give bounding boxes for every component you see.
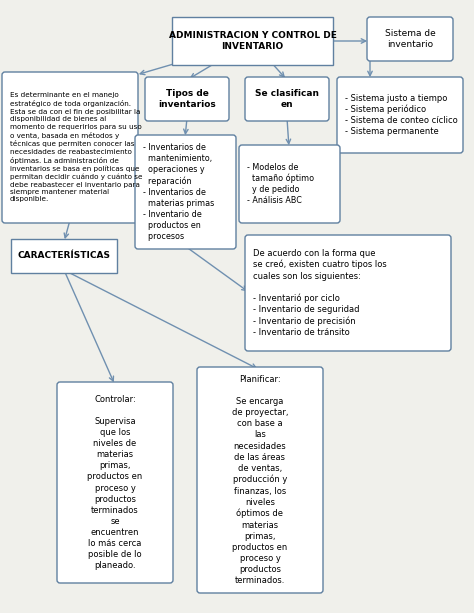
FancyBboxPatch shape — [245, 77, 329, 121]
Text: - Sistema justo a tiempo
- Sistema periódico
- Sistema de conteo cíclico
- Siste: - Sistema justo a tiempo - Sistema perió… — [345, 94, 458, 137]
Text: - Modelos de
  tamaño óptimo
  y de pedido
- Análisis ABC: - Modelos de tamaño óptimo y de pedido -… — [247, 162, 314, 205]
FancyBboxPatch shape — [367, 17, 453, 61]
Text: Es determinante en el manejo
estratégico de toda organización.
Esta se da con el: Es determinante en el manejo estratégico… — [10, 93, 143, 202]
FancyBboxPatch shape — [135, 135, 236, 249]
Text: Sistema de
inventario: Sistema de inventario — [384, 29, 436, 49]
FancyBboxPatch shape — [145, 77, 229, 121]
FancyBboxPatch shape — [239, 145, 340, 223]
FancyBboxPatch shape — [197, 367, 323, 593]
FancyBboxPatch shape — [11, 239, 117, 273]
FancyBboxPatch shape — [337, 77, 463, 153]
Text: Se clasifican
en: Se clasifican en — [255, 89, 319, 109]
Text: - Inventarios de
  mantenimiento,
  operaciones y
  reparación
- Inventarios de
: - Inventarios de mantenimiento, operacio… — [143, 143, 214, 242]
FancyBboxPatch shape — [57, 382, 173, 583]
Text: Planificar:

Se encarga
de proyectar,
con base a
las
necesidades
de las áreas
de: Planificar: Se encarga de proyectar, con… — [232, 375, 288, 585]
Text: CARACTERÍSTICAS: CARACTERÍSTICAS — [18, 251, 110, 261]
Text: Controlar:

Supervisa
que los
niveles de
materias
primas,
productos en
proceso y: Controlar: Supervisa que los niveles de … — [87, 395, 143, 570]
Text: De acuerdo con la forma que
se creó, existen cuatro tipos los
cuales son los sig: De acuerdo con la forma que se creó, exi… — [253, 249, 387, 337]
FancyBboxPatch shape — [245, 235, 451, 351]
Text: ADMINISTRACION Y CONTROL DE
INVENTARIO: ADMINISTRACION Y CONTROL DE INVENTARIO — [169, 31, 337, 51]
Text: Tipos de
inventarios: Tipos de inventarios — [158, 89, 216, 109]
FancyBboxPatch shape — [2, 72, 138, 223]
FancyBboxPatch shape — [172, 17, 333, 65]
